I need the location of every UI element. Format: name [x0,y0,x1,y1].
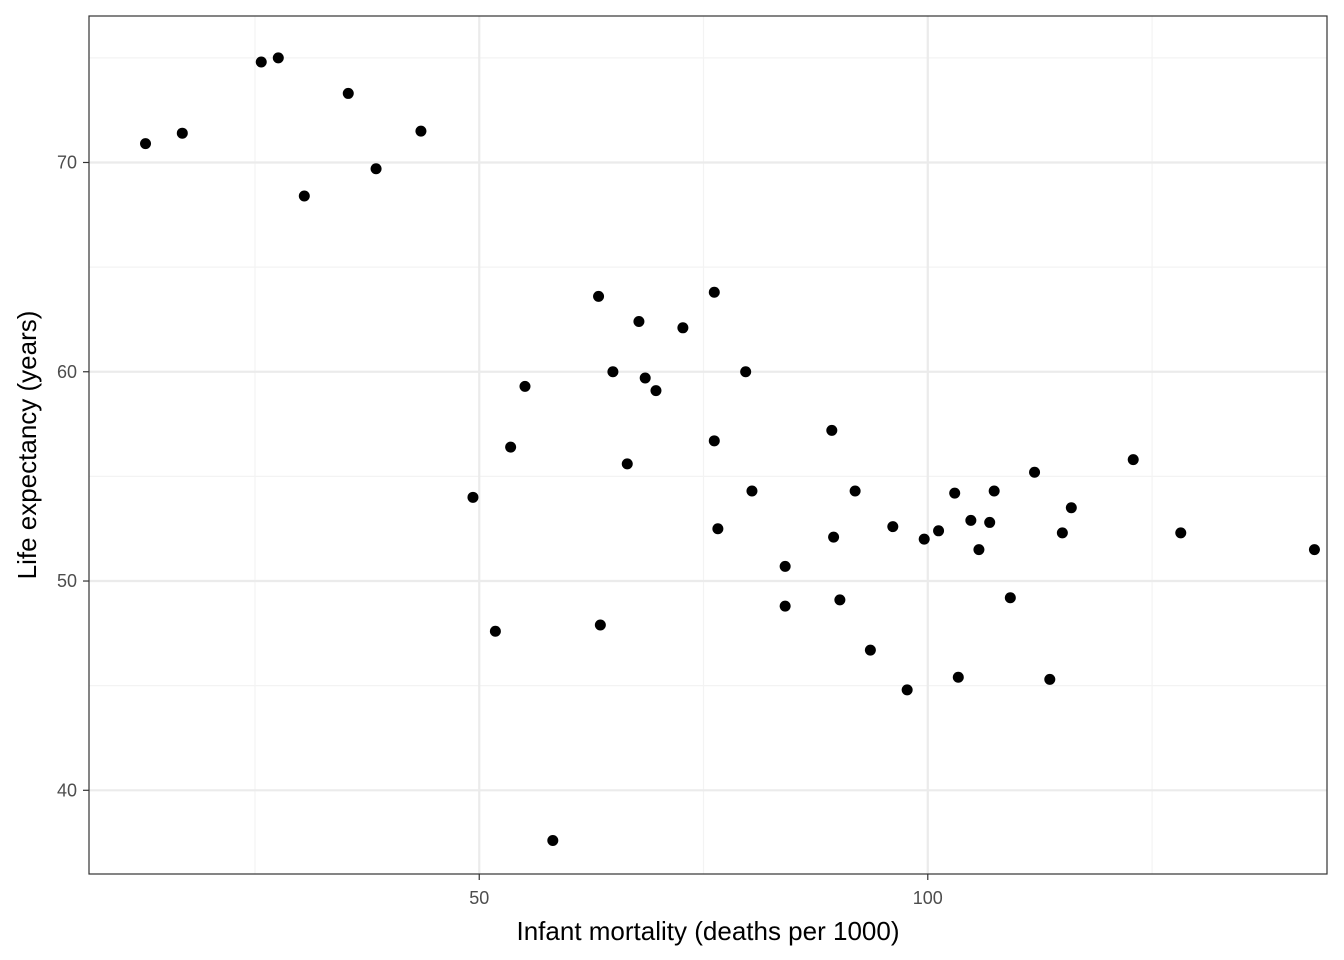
data-points [140,52,1320,847]
data-point [621,458,633,470]
data-point [849,485,861,497]
data-point [708,435,720,447]
y-tick-label: 70 [57,152,77,172]
panel-background [89,16,1327,874]
data-point [467,491,479,503]
data-point [949,487,961,499]
data-point [1004,592,1016,604]
data-point [834,594,846,606]
data-point [342,87,354,99]
panel-border [88,15,1328,875]
data-point [779,560,791,572]
data-point [677,322,689,334]
data-point [593,290,605,302]
data-point [740,366,752,378]
data-point [272,52,284,64]
data-point [370,163,382,175]
y-axis-ticks: 40 50 60 70 [57,152,89,800]
data-point [505,441,517,453]
y-tick-label: 40 [57,780,77,800]
data-point [547,835,559,847]
data-point [887,521,899,533]
x-tick-label: 100 [913,888,943,908]
data-point [708,286,720,298]
data-point [140,138,152,150]
data-point [1308,544,1320,556]
data-point [988,485,1000,497]
data-point [779,600,791,612]
major-gridlines [89,16,1327,874]
data-point [1175,527,1187,539]
data-point [415,125,427,137]
data-point [712,523,724,535]
y-tick-label: 50 [57,571,77,591]
data-point [650,385,662,397]
minor-gridlines [89,16,1327,874]
x-axis-title: Infant mortality (deaths per 1000) [517,916,900,946]
data-point [952,671,964,683]
data-point [176,127,188,139]
data-point [1127,454,1139,466]
data-point [298,190,310,202]
data-point [984,516,996,528]
data-point [918,533,930,545]
data-point [933,525,945,537]
x-axis-ticks: 50 100 [469,874,943,908]
data-point [1065,502,1077,514]
data-point [965,514,977,526]
data-point [607,366,619,378]
data-point [828,531,840,543]
data-point [1044,673,1056,685]
data-point [255,56,267,68]
data-point [633,316,645,328]
data-point [901,684,913,696]
data-point [1029,466,1041,478]
data-point [864,644,876,656]
data-point [973,544,985,556]
y-axis-title: Life expectancy (years) [12,311,42,580]
y-tick-label: 60 [57,362,77,382]
data-point [489,625,501,637]
data-point [1056,527,1068,539]
x-tick-label: 50 [469,888,489,908]
data-point [519,380,531,392]
data-point [826,424,838,436]
data-point [639,372,651,384]
data-point [746,485,758,497]
data-point [594,619,606,631]
